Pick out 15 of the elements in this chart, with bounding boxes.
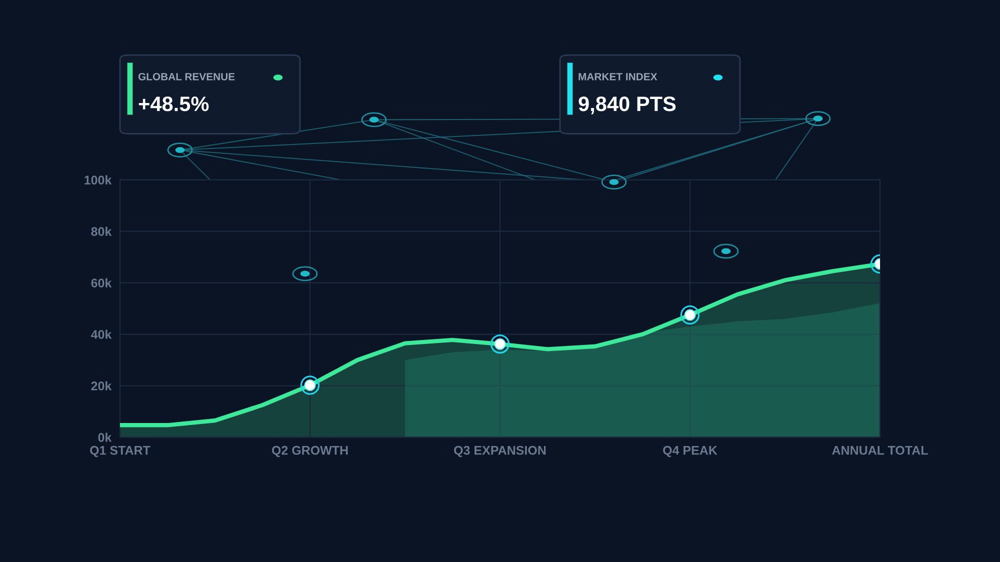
text: MARKET INDEX — [578, 73, 658, 80]
x-tick-label: Q1 START — [90, 446, 150, 458]
y-tick-label: 40k — [91, 330, 112, 339]
y-tick-label: 100k — [84, 175, 112, 184]
x-tick-label: Q2 GROWTH — [272, 446, 348, 458]
y-tick-label: 0k — [98, 432, 112, 442]
y-tick-label: 60k — [91, 278, 112, 288]
x-tick-label: Q3 EXPANSION — [454, 446, 546, 458]
y-tick-label: 20k — [91, 381, 112, 390]
x-tick-label: Q4 PEAK — [663, 446, 718, 458]
text: GLOBAL REVENUE — [138, 72, 235, 80]
x-tick-label: ANNUAL TOTAL — [832, 446, 928, 455]
text: 9,840 PTS — [578, 96, 676, 114]
y-tick-label: 80k — [91, 226, 112, 236]
text: +48.5% — [138, 96, 209, 112]
